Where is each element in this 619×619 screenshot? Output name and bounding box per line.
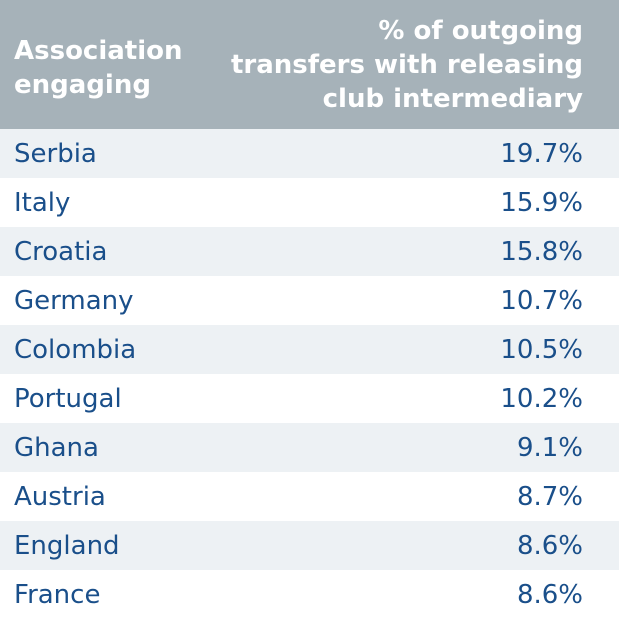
table-row: France 8.6% — [0, 570, 619, 619]
country-cell: Portugal — [14, 383, 122, 414]
table-row: Austria 8.7% — [0, 472, 619, 521]
country-cell: Germany — [14, 285, 134, 316]
value-cell: 10.5% — [500, 334, 583, 365]
table-row: Italy 15.9% — [0, 178, 619, 227]
header-percentage-line-2: transfers with releasing — [230, 50, 583, 80]
country-cell: Austria — [14, 481, 106, 512]
country-cell: Ghana — [14, 432, 99, 463]
value-cell: 15.8% — [500, 236, 583, 267]
country-cell: Croatia — [14, 236, 108, 267]
country-cell: Italy — [14, 187, 71, 218]
header-percentage-line-1: % of outgoing — [378, 16, 583, 46]
table-row: Portugal 10.2% — [0, 374, 619, 423]
header-association: Association engaging — [0, 0, 198, 129]
value-cell: 8.6% — [516, 579, 583, 610]
table-row: England 8.6% — [0, 521, 619, 570]
header-association-line-2: engaging — [14, 70, 151, 100]
header-association-line-1: Association — [14, 36, 183, 66]
table-row: Croatia 15.8% — [0, 227, 619, 276]
table-row: Serbia 19.7% — [0, 129, 619, 178]
header-percentage: % of outgoing transfers with releasing c… — [198, 0, 619, 129]
table-row: Germany 10.7% — [0, 276, 619, 325]
country-cell: Serbia — [14, 138, 97, 169]
value-cell: 10.7% — [500, 285, 583, 316]
value-cell: 10.2% — [500, 383, 583, 414]
value-cell: 19.7% — [500, 138, 583, 169]
country-cell: France — [14, 579, 101, 610]
country-cell: Colombia — [14, 334, 137, 365]
value-cell: 9.1% — [516, 432, 583, 463]
value-cell: 8.7% — [516, 481, 583, 512]
table-row: Ghana 9.1% — [0, 423, 619, 472]
country-cell: England — [14, 530, 120, 561]
table-header: Association engaging % of outgoing trans… — [0, 0, 619, 129]
header-percentage-line-3: club intermediary — [322, 84, 583, 114]
value-cell: 8.6% — [516, 530, 583, 561]
value-cell: 15.9% — [500, 187, 583, 218]
table-row: Colombia 10.5% — [0, 325, 619, 374]
